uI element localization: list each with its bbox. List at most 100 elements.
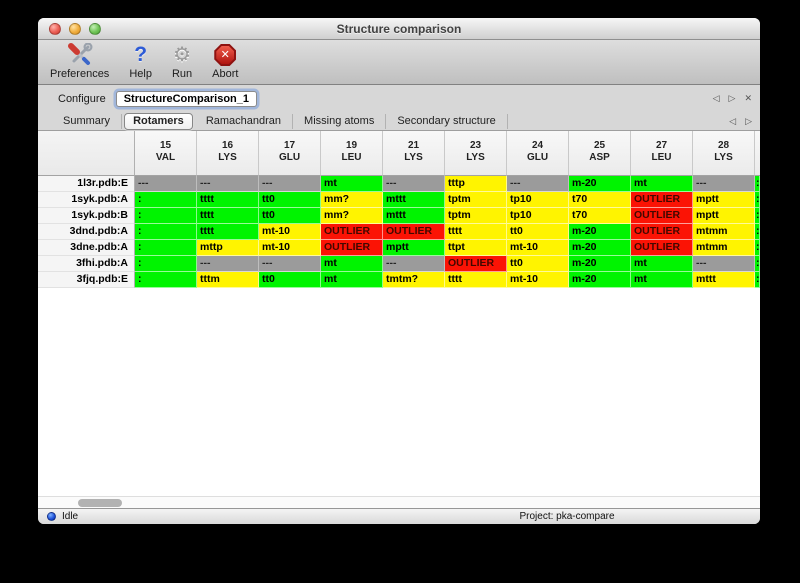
rotamer-cell[interactable]: m-20 (569, 224, 631, 240)
next-configuration-icon[interactable]: ▷ (728, 93, 736, 103)
prev-configuration-icon[interactable]: ◁ (712, 93, 720, 103)
rotamer-cell[interactable]: mt (321, 176, 383, 192)
rotamer-cell[interactable]: mtmm (693, 240, 755, 256)
row-label[interactable]: 1l3r.pdb:E (38, 176, 135, 192)
rotamer-cell[interactable]: m-20 (569, 240, 631, 256)
tab-ramachandran[interactable]: Ramachandran (195, 113, 294, 129)
row-label[interactable]: 1syk.pdb:A (38, 192, 135, 208)
abort-button[interactable]: ✕ Abort (212, 42, 238, 80)
rotamer-cell[interactable]: mt (631, 272, 693, 288)
rotamer-cell[interactable]: OUTLIER (383, 224, 445, 240)
rotamer-cell[interactable]: : (755, 272, 760, 288)
rotamer-cell[interactable]: mptt (693, 192, 755, 208)
rotamer-cell[interactable]: --- (197, 176, 259, 192)
rotamer-cell[interactable]: --- (197, 256, 259, 272)
rotamer-cell[interactable]: --- (383, 176, 445, 192)
rotamer-cell[interactable]: mttt (383, 192, 445, 208)
run-button[interactable]: ⚙ Run (172, 42, 192, 80)
rotamer-cell[interactable]: m-20 (569, 176, 631, 192)
rotamer-cell[interactable]: : (135, 272, 197, 288)
rotamer-cell[interactable]: --- (135, 176, 197, 192)
zoom-button[interactable] (89, 23, 101, 35)
column-header[interactable]: 25 ASP (569, 131, 631, 176)
rotamer-cell[interactable]: m-20 (569, 256, 631, 272)
rotamer-cell[interactable]: OUTLIER (631, 224, 693, 240)
rotamer-cell[interactable]: tt0 (259, 272, 321, 288)
rotamer-cell[interactable]: mptt (383, 240, 445, 256)
column-header[interactable]: 15 VAL (135, 131, 197, 176)
rotamer-cell[interactable]: : (135, 240, 197, 256)
rotamer-cell[interactable]: : (135, 208, 197, 224)
rotamer-cell[interactable]: : (135, 192, 197, 208)
rotamer-cell[interactable]: mm? (321, 208, 383, 224)
horizontal-scrollbar[interactable] (38, 496, 760, 508)
tab-missing-atoms[interactable]: Missing atoms (293, 113, 387, 129)
rotamer-cell[interactable]: ttpt (445, 240, 507, 256)
rotamer-cell[interactable]: --- (259, 176, 321, 192)
rotamer-cell[interactable]: tttp (445, 176, 507, 192)
rotamer-cell[interactable]: tt0 (259, 208, 321, 224)
rotamer-cell[interactable]: mt (631, 176, 693, 192)
rotamer-cell[interactable]: OUTLIER (631, 240, 693, 256)
rotamer-cell[interactable]: mttt (383, 208, 445, 224)
column-header[interactable]: 24 GLU (507, 131, 569, 176)
minimize-button[interactable] (69, 23, 81, 35)
preferences-button[interactable]: Preferences (50, 42, 109, 80)
rotamer-cell[interactable]: mt-10 (507, 240, 569, 256)
rotamer-cell[interactable]: : (135, 224, 197, 240)
rotamer-cell[interactable]: tttt (445, 272, 507, 288)
rotamer-cell[interactable]: --- (507, 176, 569, 192)
rotamer-cell[interactable]: : (755, 176, 760, 192)
column-header[interactable]: 27 LEU (631, 131, 693, 176)
column-header[interactable]: 19 LEU (321, 131, 383, 176)
tab-secondary-structure[interactable]: Secondary structure (386, 113, 508, 129)
column-header[interactable]: 28 LYS (693, 131, 755, 176)
rotamer-cell[interactable]: mt (631, 256, 693, 272)
rotamer-cell[interactable]: --- (383, 256, 445, 272)
rotamer-cell[interactable]: tt0 (259, 192, 321, 208)
row-label[interactable]: 3dnd.pdb:A (38, 224, 135, 240)
rotamer-cell[interactable]: OUTLIER (631, 208, 693, 224)
prev-tab-icon[interactable]: ◁ (729, 115, 737, 126)
rotamer-cell[interactable]: tptm (445, 208, 507, 224)
row-label[interactable]: 1syk.pdb:B (38, 208, 135, 224)
rotamer-cell[interactable]: mt-10 (259, 240, 321, 256)
configuration-name-field[interactable]: StructureComparison_1 (115, 90, 258, 107)
tab-summary[interactable]: Summary (52, 113, 123, 129)
rotamer-cell[interactable]: t70 (569, 208, 631, 224)
rotamer-cell[interactable]: mt (321, 256, 383, 272)
rotamer-cell[interactable]: --- (693, 176, 755, 192)
rotamer-cell[interactable]: mttt (693, 272, 755, 288)
rotamer-cell[interactable]: tp10 (507, 192, 569, 208)
rotamer-cell[interactable]: tttt (197, 192, 259, 208)
rotamer-cell[interactable]: OUTLIER (631, 192, 693, 208)
rotamer-cell[interactable]: t70 (569, 192, 631, 208)
rotamer-cell[interactable]: tptm (445, 192, 507, 208)
rotamer-cell[interactable]: : (755, 192, 760, 208)
horizontal-scrollbar-thumb[interactable] (78, 499, 122, 507)
rotamer-cell[interactable]: mttp (197, 240, 259, 256)
rotamer-cell[interactable]: mptt (693, 208, 755, 224)
rotamer-cell[interactable]: mm? (321, 192, 383, 208)
rotamer-cell[interactable]: tttt (197, 224, 259, 240)
rotamer-cell[interactable]: tt0 (507, 224, 569, 240)
column-header[interactable]: 16 LYS (197, 131, 259, 176)
close-button[interactable] (49, 23, 61, 35)
rotamer-cell[interactable]: OUTLIER (321, 224, 383, 240)
row-label[interactable]: 3dne.pdb:A (38, 240, 135, 256)
close-configuration-icon[interactable]: ✕ (744, 93, 752, 103)
rotamer-cell[interactable]: OUTLIER (445, 256, 507, 272)
rotamer-cell[interactable]: mt (321, 272, 383, 288)
rotamer-cell[interactable]: : (755, 224, 760, 240)
help-button[interactable]: ? Help (129, 42, 152, 81)
rotamer-cell[interactable]: --- (259, 256, 321, 272)
rotamer-cell[interactable]: m-20 (569, 272, 631, 288)
column-header[interactable]: 21 LYS (383, 131, 445, 176)
rotamer-cell[interactable]: mt-10 (259, 224, 321, 240)
rotamer-cell[interactable]: : (135, 256, 197, 272)
rotamer-cell[interactable]: : (755, 208, 760, 224)
column-header[interactable]: 23 LYS (445, 131, 507, 176)
rotamer-cell[interactable]: tttm (197, 272, 259, 288)
next-tab-icon[interactable]: ▷ (745, 115, 752, 126)
rotamer-cell[interactable]: : (755, 240, 760, 256)
